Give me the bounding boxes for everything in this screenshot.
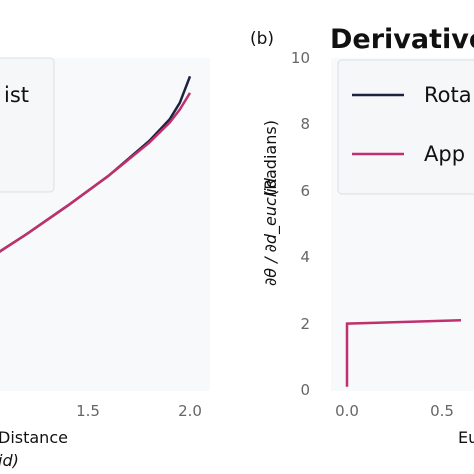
right-y-tick-6: 6: [300, 182, 310, 200]
right-y-tick-4: 4: [300, 248, 310, 266]
left-legend: ist: [0, 57, 55, 193]
right-legend-box: [337, 59, 474, 195]
right-y-tick-2: 2: [300, 315, 310, 333]
left-x-axis-label: Distance: [0, 428, 68, 447]
right-x-axis-label: Eu: [458, 428, 474, 447]
left-panel: ist 1.5 2.0 Distance id): [0, 57, 210, 470]
panel-label-b: (b): [250, 29, 274, 49]
left-legend-box: [0, 57, 55, 193]
left-line-approx: [0, 92, 192, 253]
left-legend-label: ist: [4, 83, 29, 107]
right-line-approx: [345, 319, 462, 387]
right-y-axis-label: ∂θ / ∂d_euclid (Radians): [261, 120, 281, 286]
right-series-lines: [345, 319, 462, 387]
right-y-tick-8: 8: [300, 115, 310, 133]
right-legend: Rota App: [337, 59, 474, 195]
right-legend-label-rotated: Rota: [424, 83, 472, 107]
right-legend-label-approx: App: [424, 142, 465, 166]
right-panel-title: Derivative: [330, 24, 474, 55]
right-y-tick-0: 0: [300, 381, 310, 399]
left-x-axis-label-subscript: id): [0, 451, 19, 470]
right-y-axis-label-units: (Radians): [261, 120, 280, 196]
left-series-lines: [0, 75, 192, 253]
right-y-axis-label-fraction: ∂θ / ∂d_euclid: [261, 177, 281, 286]
right-x-tick-0-5: 0.5: [430, 402, 454, 420]
left-x-tick-1-5: 1.5: [76, 402, 100, 420]
left-x-tick-2-0: 2.0: [178, 402, 202, 420]
right-x-tick-0-0: 0.0: [335, 402, 359, 420]
right-y-tick-10: 10: [291, 49, 310, 67]
right-panel: (b) Derivative 0 2 4 6 8 10 ∂θ / ∂d_eucl…: [250, 24, 474, 447]
